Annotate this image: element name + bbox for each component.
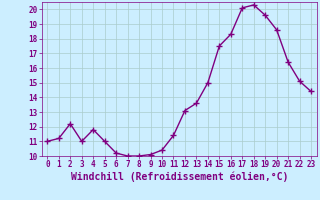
X-axis label: Windchill (Refroidissement éolien,°C): Windchill (Refroidissement éolien,°C) [70, 172, 288, 182]
